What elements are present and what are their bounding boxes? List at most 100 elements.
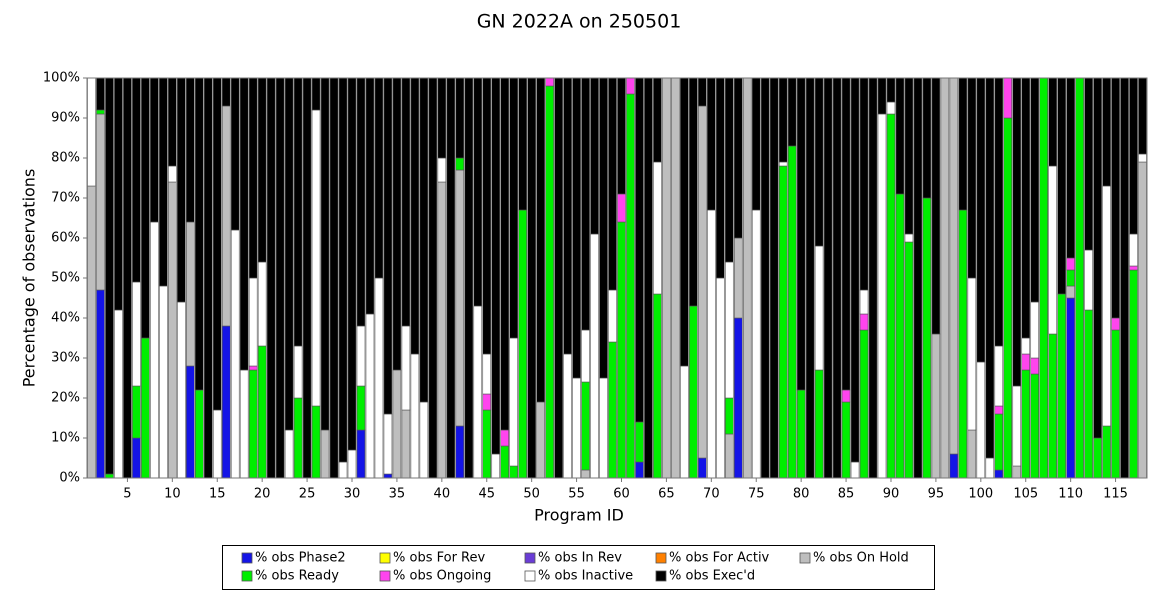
- bar-segment: [1012, 77, 1022, 387]
- bar-segment: [248, 277, 258, 367]
- legend-label: % obs Phase2: [255, 551, 346, 566]
- y-tick-label: 80%: [51, 151, 80, 166]
- legend-swatch: [655, 570, 667, 582]
- bar-segment: [302, 77, 312, 479]
- x-tick-label: 40: [434, 487, 451, 502]
- bar-segment: [311, 109, 321, 407]
- y-tick-label: 20%: [51, 391, 80, 406]
- legend-label: % obs For Activ: [669, 551, 770, 566]
- bar-segment: [769, 77, 779, 479]
- bar-segment: [96, 77, 105, 111]
- bar-segment: [581, 381, 590, 471]
- bar-segment: [572, 377, 581, 479]
- bar-segment: [1102, 185, 1111, 427]
- bar-segment: [536, 401, 545, 479]
- bar-segment: [383, 413, 393, 475]
- x-tick-label: 20: [254, 487, 271, 502]
- bar-segment: [626, 77, 635, 95]
- bar-segment: [967, 277, 977, 431]
- bar-segment: [850, 461, 860, 479]
- bar-segment: [976, 77, 986, 363]
- bar-segment: [347, 449, 357, 479]
- bar-segment: [1021, 77, 1031, 339]
- bar-segment: [257, 261, 267, 347]
- bar-segment: [419, 77, 429, 403]
- bar-segment: [680, 77, 689, 367]
- bar-segment: [716, 77, 725, 279]
- bar-segment: [787, 77, 797, 147]
- y-tick-label: 50%: [51, 271, 80, 286]
- bar-segment: [329, 77, 339, 479]
- bar-segment: [132, 437, 141, 479]
- bar-segment: [177, 301, 186, 479]
- y-tick-label: 100%: [43, 71, 80, 86]
- bar-segment: [482, 77, 492, 355]
- legend-swatch: [379, 570, 391, 582]
- bar-segment: [509, 337, 518, 467]
- legend-swatch: [524, 570, 536, 582]
- bar-segment: [949, 453, 959, 479]
- legend-swatch: [241, 552, 253, 564]
- x-tick-label: 25: [299, 487, 316, 502]
- bar-segment: [994, 405, 1004, 415]
- bar-segment: [814, 245, 824, 371]
- bar-segment: [1066, 77, 1075, 259]
- legend-swatch: [655, 552, 667, 564]
- x-tick-label: 70: [703, 487, 720, 502]
- x-tick-label: 15: [209, 487, 226, 502]
- x-tick-label: 10: [164, 487, 181, 502]
- bar-segment: [787, 145, 797, 479]
- bar-segment: [320, 77, 330, 431]
- bar-segment: [1048, 77, 1057, 167]
- bar-segment: [518, 77, 527, 211]
- bar-segment: [994, 469, 1004, 479]
- bar-segment: [1030, 77, 1040, 303]
- legend-label: % obs Exec'd: [669, 569, 755, 584]
- bar-segment: [1030, 357, 1040, 375]
- bar-segment: [230, 77, 240, 231]
- bar-segment: [724, 397, 734, 435]
- bar-segment: [1138, 153, 1147, 163]
- bar-segment: [778, 165, 788, 479]
- bar-segment: [168, 165, 177, 183]
- y-axis-label: Percentage of observations: [20, 169, 39, 388]
- bar-segment: [419, 401, 429, 479]
- bar-segment: [410, 353, 420, 479]
- legend-swatch: [799, 552, 811, 564]
- bar-segment: [230, 229, 240, 479]
- bar-segment: [1120, 77, 1129, 479]
- bar-segment: [266, 77, 276, 479]
- bar-segment: [823, 77, 833, 479]
- bar-segment: [985, 457, 995, 479]
- bar-segment: [796, 77, 806, 391]
- bar-segment: [877, 77, 887, 115]
- bar-segment: [1003, 117, 1013, 479]
- bar-segment: [509, 465, 518, 479]
- bar-segment: [347, 77, 357, 451]
- bar-segment: [500, 77, 510, 431]
- bar-segment: [401, 77, 411, 327]
- bar-segment: [464, 77, 474, 479]
- legend-label: % obs On Hold: [813, 551, 909, 566]
- bar-segment: [150, 221, 159, 479]
- y-tick-label: 30%: [51, 351, 80, 366]
- bar-segment: [904, 241, 914, 479]
- bar-segment: [1102, 425, 1111, 479]
- bar-segment: [203, 77, 213, 479]
- x-tick-label: 100: [968, 487, 993, 502]
- bar-segment: [1102, 77, 1111, 187]
- bar-segment: [617, 193, 626, 223]
- bar-segment: [1048, 165, 1057, 335]
- bar-segment: [931, 77, 941, 335]
- bar-segment: [177, 77, 186, 303]
- bar-segment: [1138, 161, 1147, 479]
- bar-segment: [1030, 301, 1040, 359]
- bar-segment: [293, 77, 303, 347]
- bar-segment: [186, 365, 195, 479]
- y-tick-label: 10%: [51, 431, 80, 446]
- bar-segment: [311, 77, 321, 111]
- bar-segment: [96, 113, 105, 291]
- bar-segment: [778, 77, 788, 163]
- bar-segment: [257, 345, 267, 479]
